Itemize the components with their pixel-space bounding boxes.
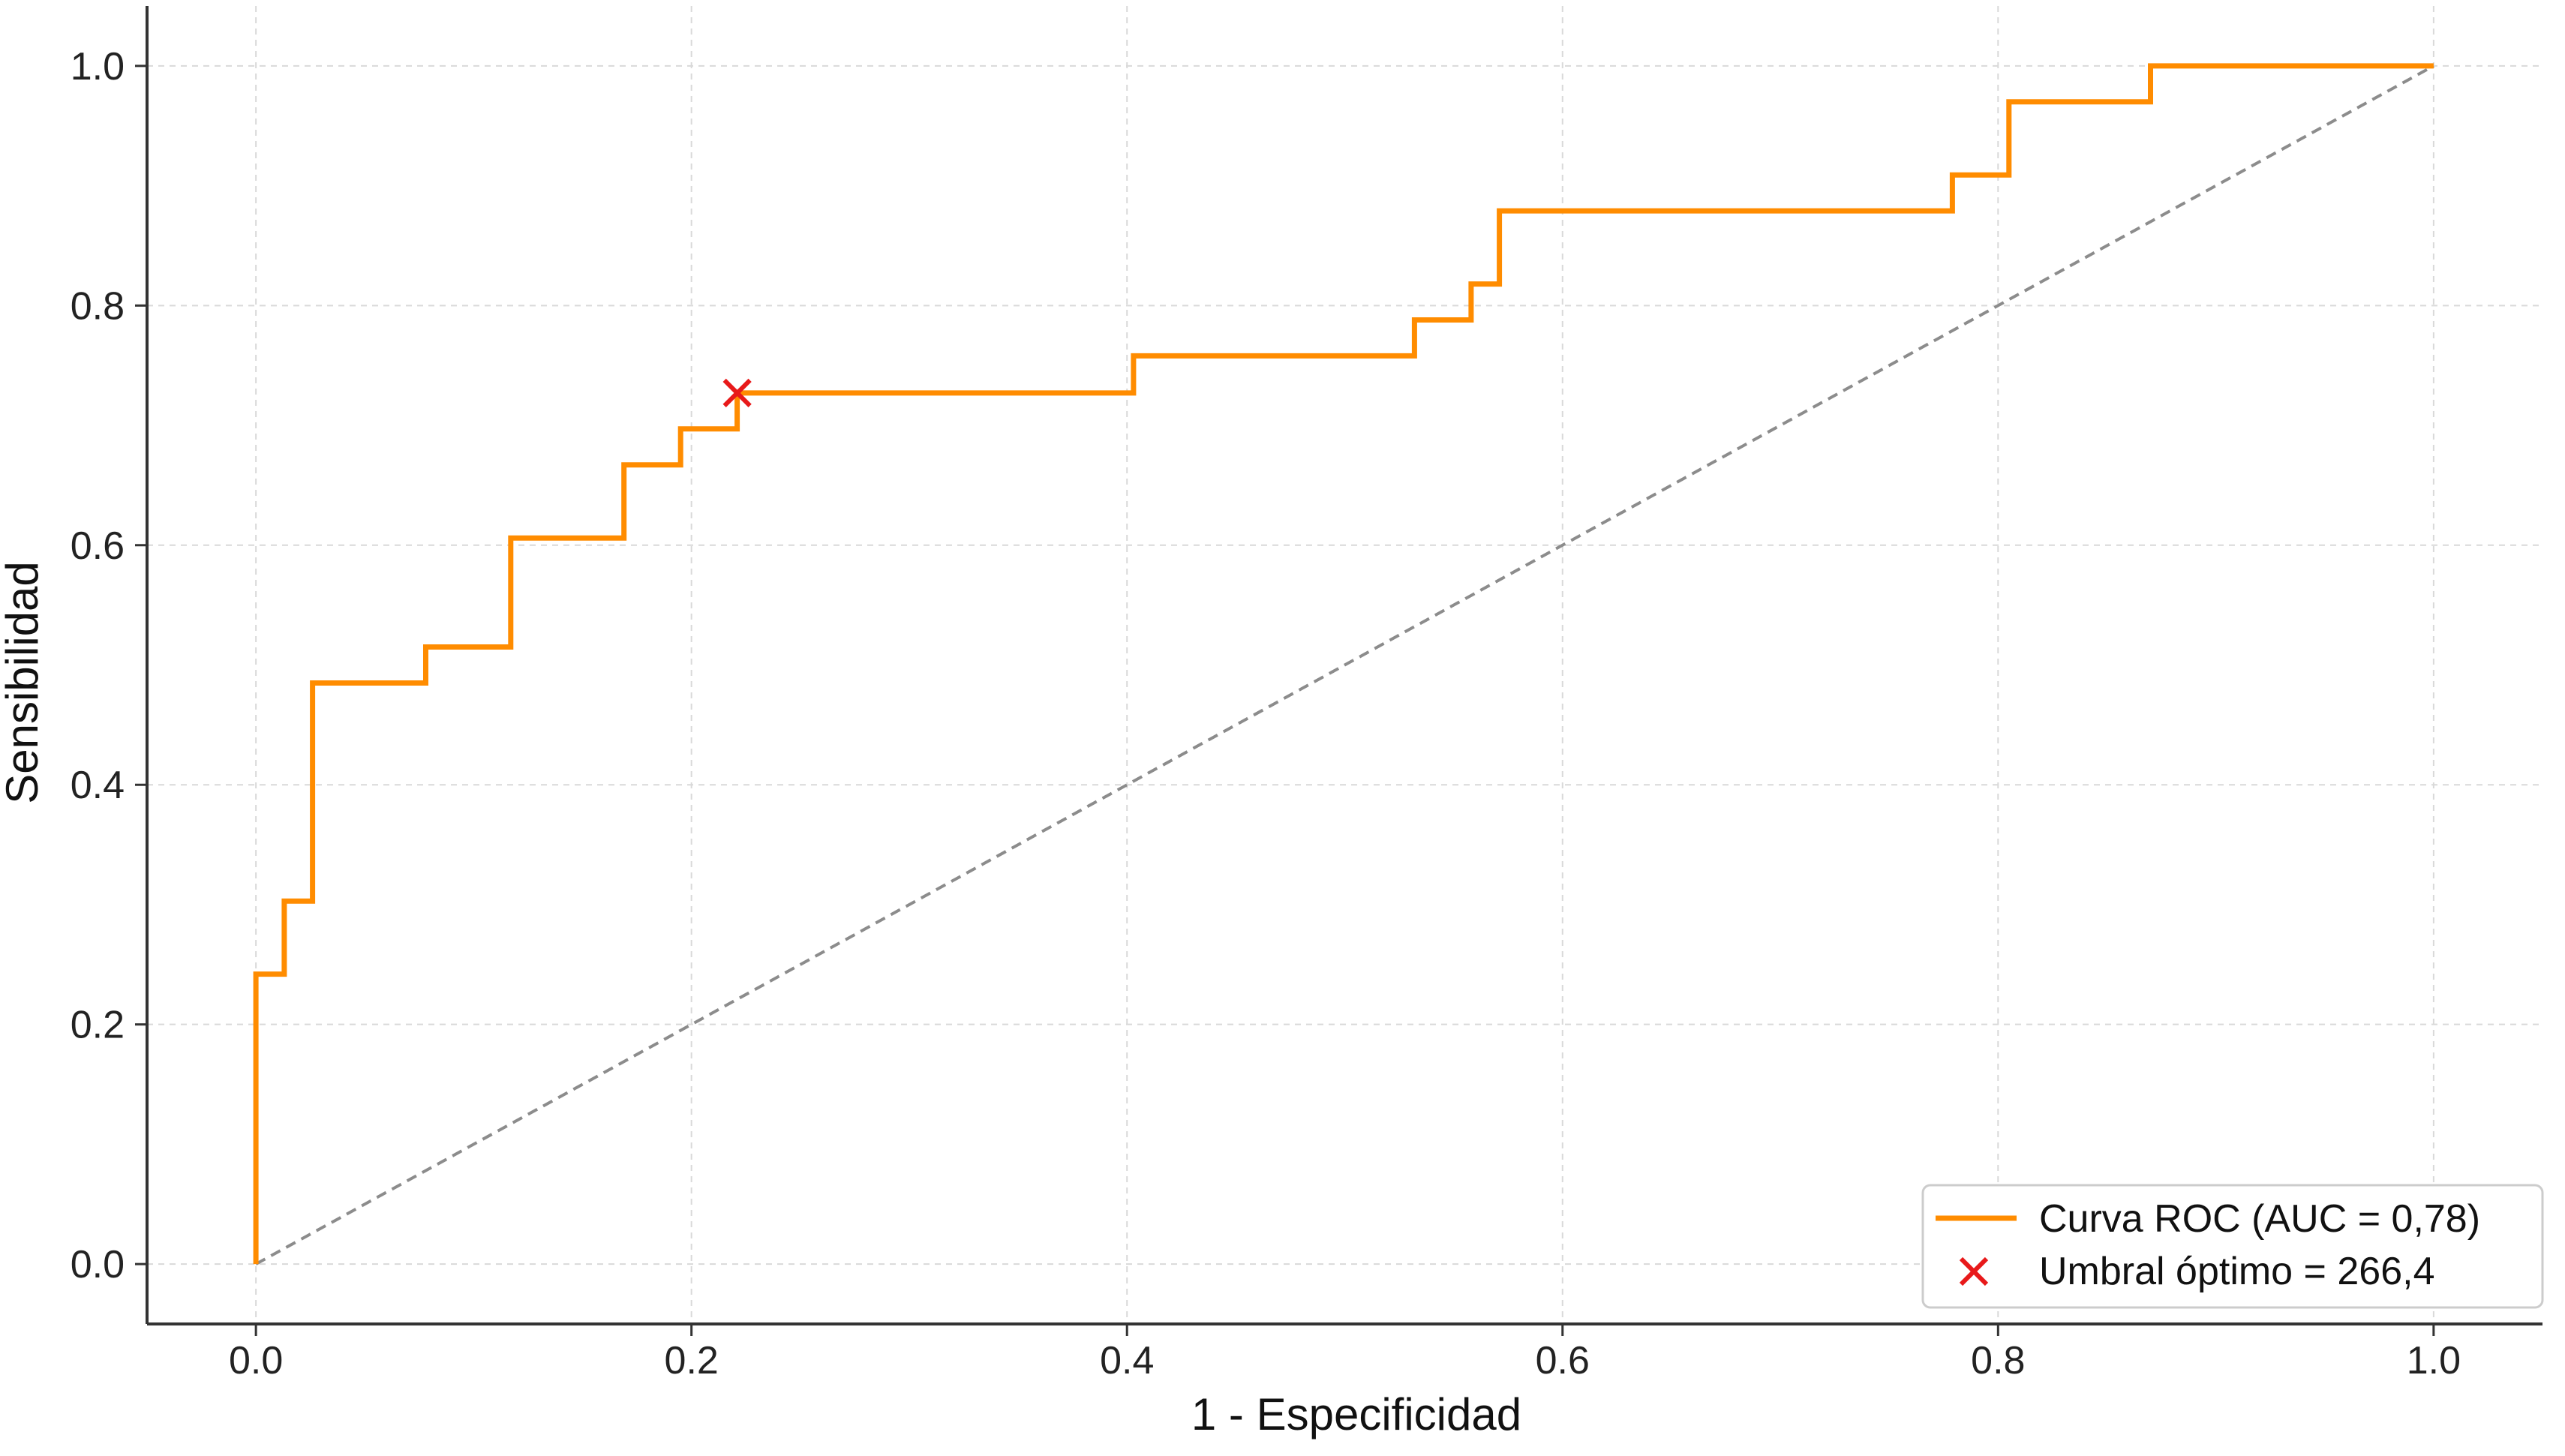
y-tick-label: 0.0 [71,1243,125,1286]
legend-optimal-label: Umbral óptimo = 266,4 [2039,1250,2435,1293]
x-axis-label: 1 - Especificidad [1191,1389,1521,1439]
x-tick-label: 0.0 [229,1339,283,1382]
x-tick-label: 0.4 [1100,1339,1154,1382]
optimal-threshold-marker [722,378,752,408]
legend-roc-label: Curva ROC (AUC = 0,78) [2039,1197,2480,1241]
axes [135,6,2542,1336]
y-tick-label: 0.8 [71,284,125,328]
x-tick-label: 1.0 [2407,1339,2461,1382]
x-tick-label: 0.6 [1536,1339,1590,1382]
y-tick-label: 0.2 [71,1004,125,1047]
legend: Curva ROC (AUC = 0,78) Umbral óptimo = 2… [1921,1184,2544,1309]
legend-optimal-marker [1959,1256,1989,1286]
y-tick-label: 0.4 [71,764,125,807]
y-tick-label: 1.0 [71,45,125,89]
marker-stroke [722,378,752,408]
reference-layer [255,65,2434,1265]
reference-diagonal-line [255,65,2434,1265]
y-axis-label: Sensibilidad [0,561,47,804]
tick-labels: 0.0 0.2 0.4 0.6 0.8 1.0 0.0 0.2 0.4 0.6 0.8 1.0 [71,45,2461,1382]
grid [147,6,2542,1324]
y-tick-label: 0.6 [71,524,125,568]
x-tick-label: 0.8 [1971,1339,2025,1382]
series-layer [253,63,2434,1265]
x-tick-label: 0.2 [665,1339,719,1382]
legend-box [1921,1184,2544,1309]
